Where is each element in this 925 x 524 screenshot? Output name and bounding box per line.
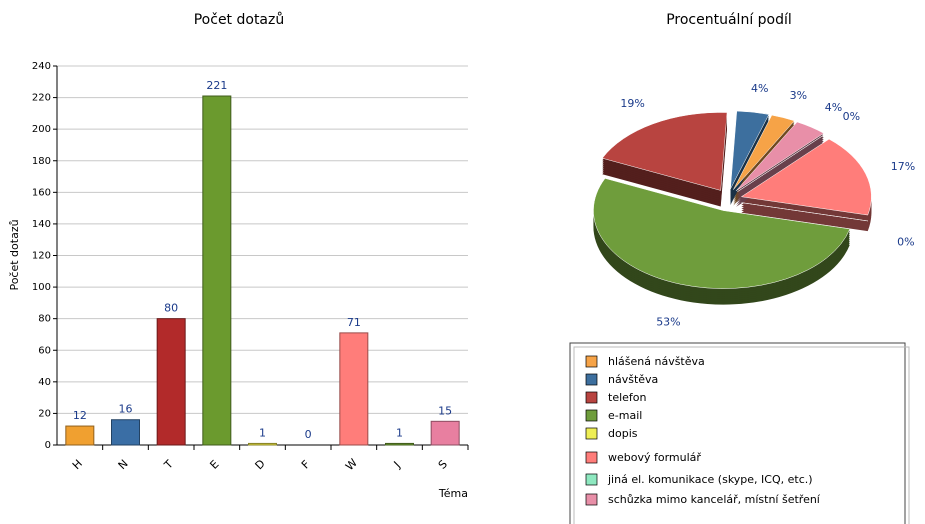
y-axis-label: Počet dotazů xyxy=(8,219,21,290)
x-axis-label: Téma xyxy=(438,487,468,500)
x-tick-label: S xyxy=(436,458,450,472)
y-tick-label: 80 xyxy=(38,314,51,325)
legend-swatch xyxy=(585,409,598,422)
pie-value-label: 0% xyxy=(843,110,860,123)
value-label: 12 xyxy=(73,409,87,422)
pie-slice xyxy=(733,114,795,190)
pie-value-label: 3% xyxy=(790,89,807,102)
value-label: 0 xyxy=(305,428,312,441)
value-label: 221 xyxy=(206,79,227,92)
legend-swatch xyxy=(585,391,598,404)
pie-slice xyxy=(740,138,872,216)
pie-slice xyxy=(741,202,868,222)
y-tick-label: 40 xyxy=(38,377,51,388)
y-tick-label: 160 xyxy=(32,187,51,198)
value-label: 1 xyxy=(259,426,266,439)
bar xyxy=(156,318,186,446)
pie-value-label: 19% xyxy=(620,97,644,110)
x-tick-label: T xyxy=(161,457,176,472)
x-tick-label: E xyxy=(207,458,221,472)
bar xyxy=(248,442,277,446)
y-tick-label: 20 xyxy=(38,408,51,419)
pie-slice xyxy=(735,121,825,192)
y-tick-label: 120 xyxy=(32,251,51,262)
legend-shadow xyxy=(573,346,910,524)
pie-value-label: 17% xyxy=(891,160,915,173)
legend-label: hlášená návštěva xyxy=(608,355,705,368)
bar xyxy=(385,442,414,446)
y-tick-label: 140 xyxy=(32,219,51,230)
legend-box xyxy=(569,342,906,524)
x-tick-label: N xyxy=(116,457,131,472)
legend-label: jiná el. komunikace (skype, ICQ, etc.) xyxy=(607,473,813,486)
y-tick-label: 200 xyxy=(32,124,51,135)
y-tick-label: 240 xyxy=(32,61,51,72)
legend-label: návštěva xyxy=(608,373,658,386)
pie-value-label: 4% xyxy=(825,101,842,114)
bar-title: Počet dotazů xyxy=(194,12,285,28)
legend-label: e-mail xyxy=(608,409,642,422)
bar xyxy=(339,332,369,446)
legend-swatch xyxy=(585,427,598,440)
y-tick-label: 220 xyxy=(32,93,51,104)
legend-swatch xyxy=(585,355,598,368)
pie-value-label: 53% xyxy=(656,315,680,328)
value-label: 80 xyxy=(164,302,178,315)
x-tick-label: D xyxy=(253,457,268,472)
x-tick-label: W xyxy=(343,456,360,473)
legend-label: telefon xyxy=(608,391,647,404)
pie-value-label: 4% xyxy=(751,82,768,95)
bar xyxy=(430,420,460,446)
value-label: 1 xyxy=(396,426,403,439)
y-tick-label: 180 xyxy=(32,156,51,167)
y-tick-label: 100 xyxy=(32,282,51,293)
legend-label: schůzka mimo kancelář, místní šetření xyxy=(608,493,821,506)
legend-swatch xyxy=(585,373,598,386)
legend-swatch xyxy=(585,493,598,506)
pie-value-label: 0% xyxy=(897,235,914,248)
value-label: 15 xyxy=(438,404,452,417)
x-tick-label: H xyxy=(70,457,85,472)
pie-slice xyxy=(593,178,851,289)
y-tick-label: 0 xyxy=(45,440,51,451)
bar xyxy=(65,425,95,446)
pie-slice xyxy=(730,110,770,190)
y-tick-label: 60 xyxy=(38,345,51,356)
value-label: 16 xyxy=(119,403,133,416)
x-tick-label: F xyxy=(299,458,313,472)
pie-slice xyxy=(601,112,728,191)
legend-label: webový formulář xyxy=(608,451,701,464)
bar xyxy=(111,419,140,446)
legend-swatch xyxy=(585,451,598,464)
bar xyxy=(202,95,232,446)
x-tick-label: J xyxy=(391,459,403,471)
value-label: 71 xyxy=(347,316,361,329)
pie-title: Procentuální podíl xyxy=(666,12,792,28)
legend-swatch xyxy=(585,473,598,486)
legend-label: dopis xyxy=(608,427,638,440)
